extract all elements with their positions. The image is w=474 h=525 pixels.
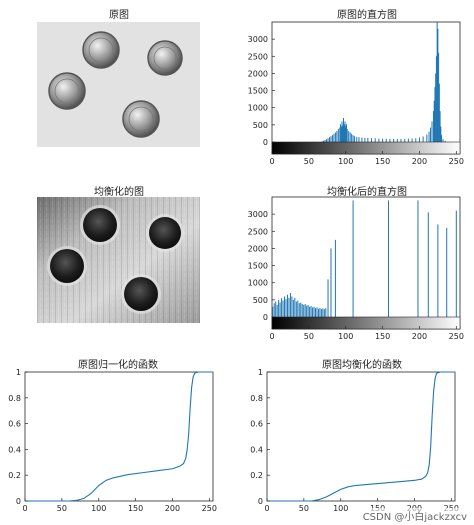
- eq-cdf-title: 原图均衡化的函数: [322, 360, 402, 371]
- x-tick-label: 50: [57, 504, 67, 513]
- y-tick-label: 0: [263, 138, 268, 147]
- y-tick-label: 1000: [248, 104, 268, 113]
- grayscale-colorbar: [271, 316, 461, 330]
- orig-cdf-panel: 原图归一化的函数 0 0.2 0.4 0.6 0.8 1 0 50 100 150 200 250: [0, 350, 237, 525]
- grayscale-colorbar: [271, 141, 461, 155]
- y-tick-label: 0.4: [250, 445, 263, 454]
- x-tick-label: 250: [449, 157, 464, 166]
- orig-cdf-chart: 0 0.2 0.4 0.6 0.8 1 0 50 100 150 200 250: [8, 368, 217, 513]
- y-tick-label: 0: [16, 497, 21, 506]
- orig-cdf-title: 原图归一化的函数: [78, 360, 158, 371]
- x-tick-label: 200: [165, 504, 180, 513]
- x-tick-label: 50: [304, 332, 314, 341]
- x-tick-label: 250: [449, 332, 464, 341]
- cdf-line: [25, 371, 213, 502]
- x-tick-label: 150: [128, 504, 143, 513]
- axes-box: [271, 196, 461, 330]
- x-tick-label: 0: [269, 157, 274, 166]
- orig-hist-chart: 0 500 1000 1500 2000 2500 3000 0 50 100 150 200 250: [248, 21, 464, 166]
- equalized-image-title: 均衡化的图: [94, 187, 144, 198]
- y-tick-label: 1: [258, 368, 263, 377]
- orig-hist-panel: 原图的直方图 0 500 1000 1500 2000 2500 3000 0 50 100 150…: [237, 0, 474, 175]
- x-tick-label: 50: [299, 504, 309, 513]
- y-tick-label: 0.6: [250, 420, 263, 429]
- x-tick-label: 0: [22, 504, 27, 513]
- x-tick-label: 150: [375, 157, 390, 166]
- y-tick-label: 2500: [248, 52, 268, 61]
- eq-coin-1: [80, 205, 120, 245]
- y-tick-label: 1: [16, 368, 21, 377]
- coin-1: [82, 31, 120, 69]
- y-tick-label: 0.2: [250, 471, 263, 480]
- x-tick-label: 200: [412, 332, 427, 341]
- eq-coin-3: [47, 246, 87, 286]
- original-image: [37, 22, 200, 147]
- x-tick-label: 100: [91, 504, 106, 513]
- y-tick-label: 1500: [248, 87, 268, 96]
- y-tick-label: 0.8: [8, 394, 21, 403]
- equalized-image-panel: 均衡化的图: [0, 175, 237, 350]
- coin-3: [48, 72, 86, 110]
- cdf-line: [267, 371, 455, 502]
- axes-box: [266, 371, 456, 502]
- x-tick-label: 200: [412, 157, 427, 166]
- eq-coin-2: [146, 214, 184, 252]
- orig-hist-title: 原图的直方图: [337, 10, 397, 21]
- x-tick-label: 0: [264, 504, 269, 513]
- original-image-panel: 原图: [0, 0, 237, 175]
- y-tick-label: 3000: [248, 210, 268, 219]
- original-image-title: 原图: [109, 10, 129, 21]
- x-tick-label: 150: [375, 332, 390, 341]
- eq-hist-chart: 0 500 1000 1500 2000 2500 3000 0 50 100 150 200 250: [248, 196, 464, 341]
- y-tick-label: 0.2: [8, 471, 21, 480]
- y-tick-label: 500: [253, 296, 268, 305]
- x-tick-label: 0: [269, 332, 274, 341]
- y-tick-label: 1500: [248, 262, 268, 271]
- y-tick-label: 0: [258, 497, 263, 506]
- watermark: CSDN @小白jackzxcv: [359, 508, 470, 523]
- y-tick-label: 2000: [248, 69, 268, 78]
- y-tick-label: 2000: [248, 244, 268, 253]
- y-tick-label: 500: [253, 121, 268, 130]
- x-tick-label: 100: [338, 332, 353, 341]
- x-tick-label: 100: [333, 504, 348, 513]
- x-tick-label: 100: [338, 157, 353, 166]
- coin-2: [147, 40, 183, 76]
- y-tick-label: 3000: [248, 35, 268, 44]
- y-tick-label: 0.4: [8, 445, 21, 454]
- y-tick-label: 2500: [248, 227, 268, 236]
- axes-box: [24, 371, 214, 502]
- coin-4: [122, 100, 160, 138]
- y-tick-label: 0: [263, 313, 268, 322]
- x-tick-label: 50: [304, 157, 314, 166]
- y-tick-label: 1000: [248, 279, 268, 288]
- y-tick-label: 0.6: [8, 420, 21, 429]
- eq-hist-panel: 均衡化后的直方图 0 500 1000 1500 2000 2500 3000 0 50 100 1…: [237, 175, 474, 350]
- y-tick-label: 0.8: [250, 394, 263, 403]
- equalized-image: [37, 197, 200, 323]
- eq-coin-4: [121, 274, 161, 314]
- eq-hist-title: 均衡化后的直方图: [327, 187, 407, 198]
- x-tick-label: 250: [202, 504, 217, 513]
